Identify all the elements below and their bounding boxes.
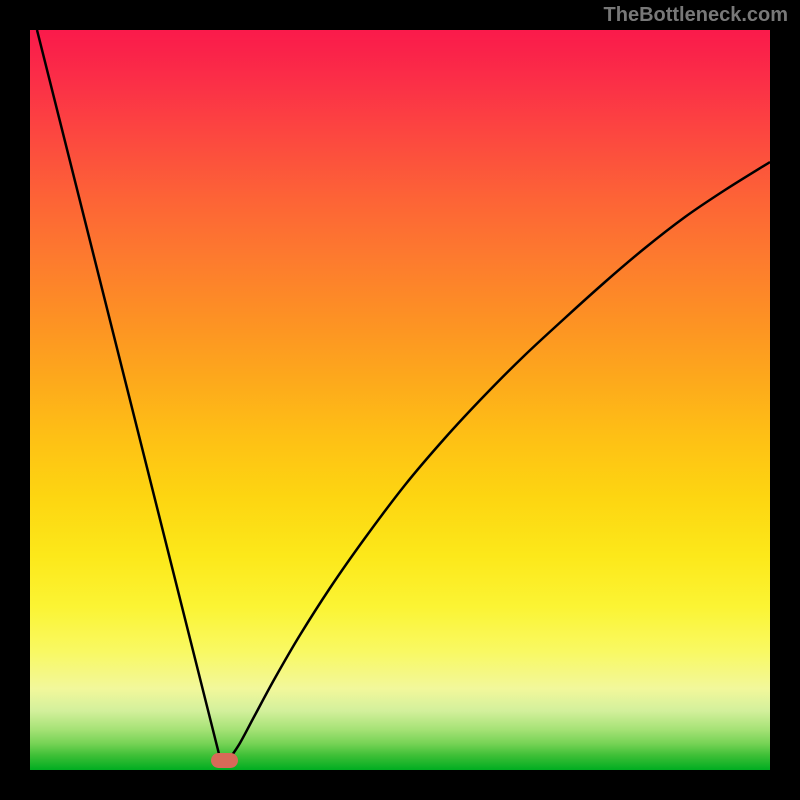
bottleneck-curve xyxy=(37,30,770,758)
watermark-text: TheBottleneck.com xyxy=(604,4,788,27)
optimal-marker xyxy=(211,753,238,768)
plot-area xyxy=(30,30,770,770)
curve-svg xyxy=(30,30,770,770)
